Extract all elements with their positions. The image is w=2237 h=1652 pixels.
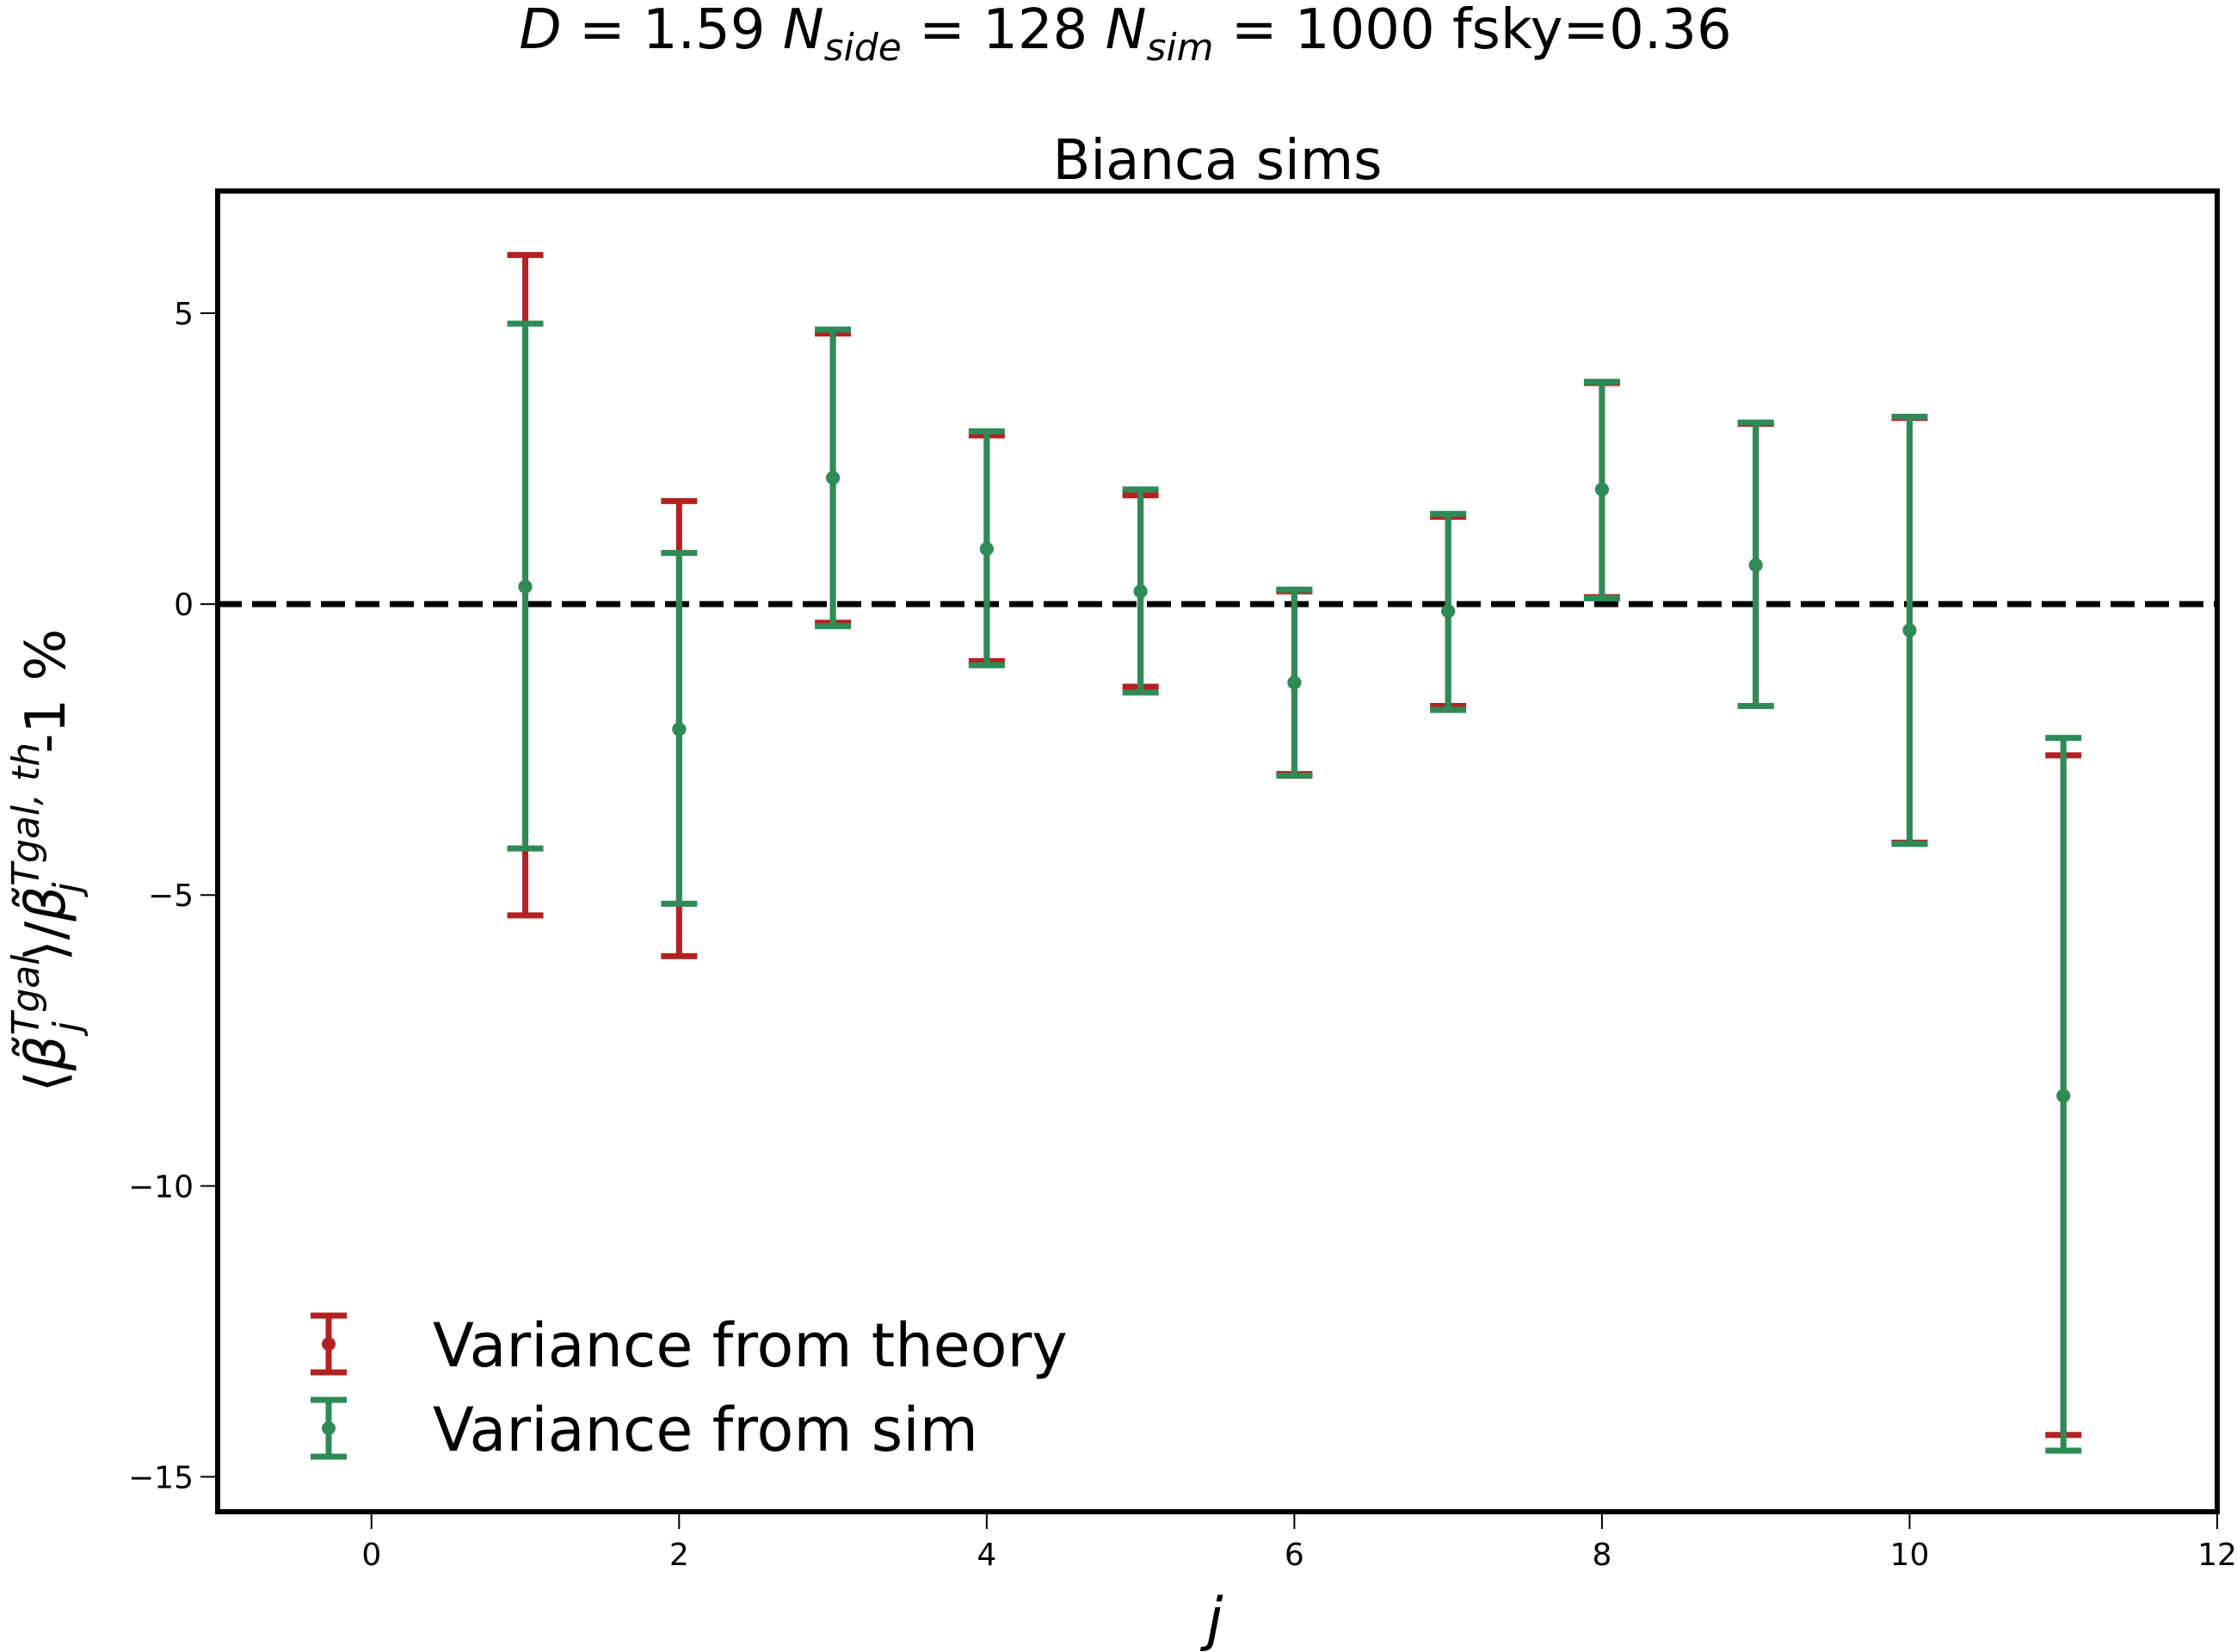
legend-label: Variance from theory — [433, 1310, 1068, 1381]
data-point — [1748, 558, 1763, 572]
data-point — [1133, 584, 1148, 599]
data-point — [672, 722, 687, 737]
x-tick-label: 0 — [361, 1538, 381, 1573]
y-tick-label: −10 — [128, 1169, 194, 1205]
x-tick-label: 2 — [669, 1538, 689, 1573]
x-tick-label: 4 — [977, 1538, 996, 1573]
chart-suptitle: D = 1.59 Nside = 128 Nsim = 1000 fsky=0.… — [519, 0, 1731, 70]
y-tick-label: −5 — [148, 878, 194, 914]
y-tick-label: 5 — [174, 297, 194, 332]
x-tick-label: 8 — [1592, 1538, 1612, 1573]
series-sim — [507, 320, 2082, 1454]
data-point — [2056, 1088, 2071, 1103]
x-tick-label: 12 — [2197, 1538, 2237, 1573]
chart-title: Bianca sims — [1052, 129, 1382, 193]
legend-item: Variance from sim — [311, 1395, 978, 1465]
legend: Variance from theory Variance from sim — [311, 1310, 1068, 1465]
data-point — [1594, 482, 1609, 496]
y-axis-label: ⟨β̃Tgalj⟩/β̃Tgal, thj-1 % — [4, 629, 89, 1093]
series-theory — [507, 251, 2082, 1439]
legend-marker-point — [322, 1337, 336, 1351]
data-point — [826, 471, 841, 485]
x-axis-label: j — [1200, 1586, 1223, 1652]
legend-item: Variance from theory — [311, 1310, 1068, 1381]
x-tick-label: 6 — [1285, 1538, 1304, 1573]
data-point — [1902, 623, 1917, 638]
data-point — [1287, 675, 1302, 690]
plot-frame — [215, 188, 2220, 1514]
data-point — [979, 541, 994, 556]
data-point — [518, 579, 533, 594]
x-tick-label: 10 — [1890, 1538, 1930, 1573]
svg-text:⟨β̃Tgalj⟩/β̃Tgal, thj-1 %: ⟨β̃Tgalj⟩/β̃Tgal, thj-1 % — [4, 629, 89, 1093]
y-tick-label: 0 — [174, 588, 194, 623]
legend-marker-point — [322, 1421, 336, 1435]
y-tick-label: −15 — [128, 1460, 194, 1495]
data-point — [1441, 604, 1456, 619]
legend-label: Variance from sim — [433, 1395, 978, 1465]
